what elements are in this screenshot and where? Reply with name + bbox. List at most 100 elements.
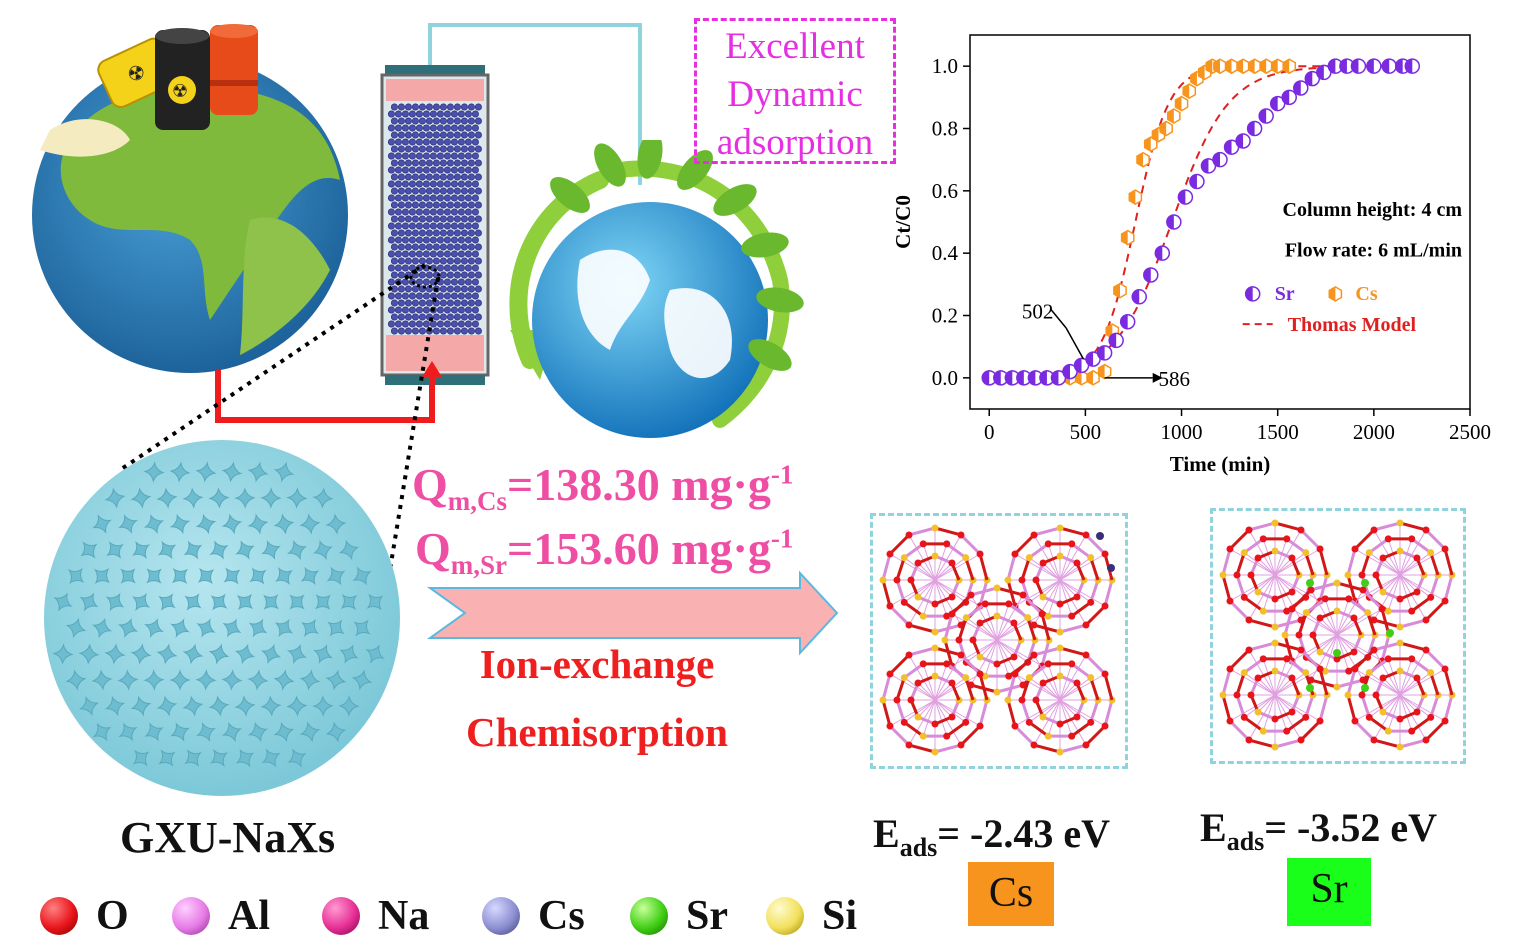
energy-subscript: ads: [899, 833, 938, 862]
y-tick-label: 0.2: [932, 304, 958, 328]
sr-data-point-fill: [1132, 289, 1140, 304]
energy-symbol: E: [1200, 805, 1227, 850]
strontium-ion: [1306, 579, 1314, 587]
sr-data-point-fill: [1316, 65, 1324, 80]
capacity-unit-exponent: -1: [770, 459, 794, 490]
y-tick-label: 0.6: [932, 179, 958, 203]
sr-data-point-fill: [1120, 314, 1128, 329]
breakthrough-586-label: 586: [1158, 367, 1190, 391]
clean-earth-illustration: [509, 140, 804, 438]
polluted-earth-illustration: ☢ ☢: [32, 24, 348, 373]
zeolite-cage: [1004, 644, 1116, 756]
sr-data-point-fill: [1395, 59, 1403, 74]
capacity-subscript: m,Cs: [447, 486, 508, 517]
y-tick-label: 1.0: [932, 54, 958, 78]
red-barrel-icon: [210, 24, 258, 115]
sr-data-point-fill: [1028, 370, 1036, 385]
annotation-arrow: [1065, 327, 1085, 360]
continent-shape: [60, 86, 340, 320]
strontium-ion: [1386, 629, 1394, 637]
cs-data-point-fill: [1086, 370, 1094, 385]
sr-data-point-fill: [1155, 246, 1163, 261]
cesium-atom-icon: [482, 897, 520, 935]
sr-tag: Sr: [1287, 858, 1371, 926]
breakthrough-502-label: 502: [1022, 300, 1054, 324]
sr-data-point-fill: [1086, 352, 1094, 367]
oxygen-atom-icon: [40, 897, 78, 935]
zeolite-cage: [879, 524, 991, 636]
cs-data-point-fill: [1136, 152, 1144, 167]
cs-data-point-fill: [1098, 364, 1105, 379]
cs-data-point-fill: [1106, 324, 1113, 339]
adsorbent-packing: [387, 103, 482, 335]
cs-data-point-fill: [1225, 59, 1232, 74]
sr-data-point-fill: [1270, 96, 1278, 111]
energy-subscript: ads: [1226, 827, 1265, 856]
cs-data-point-fill: [1190, 71, 1197, 86]
cs-data-point-fill: [1271, 59, 1278, 74]
cs-structure-panel: [870, 513, 1128, 769]
x-tick-label: 2500: [1449, 420, 1491, 444]
x-axis-label: Time (min): [1170, 452, 1271, 476]
cs-data-point-fill: [1283, 59, 1290, 74]
capacity-value: =138.30 mg·g: [507, 459, 771, 510]
zeolite-particle: [44, 440, 400, 796]
y-axis-label: Ct/C0: [891, 195, 915, 249]
cs-data-point-fill: [1260, 59, 1267, 74]
sr-data-point-fill: [1328, 59, 1336, 74]
capacity-unit-exponent: -1: [770, 523, 794, 554]
sr-data-point-fill: [1097, 345, 1105, 360]
energy-value: = -2.43 eV: [937, 811, 1111, 856]
continent-shape: [240, 217, 330, 355]
x-tick-label: 2000: [1353, 420, 1395, 444]
leaf-icon: [550, 140, 804, 371]
zeolite-cage: [1281, 579, 1393, 691]
earth-globe: [532, 202, 768, 438]
sr-data-point-fill: [1063, 364, 1070, 379]
sodium-atom-icon: [322, 897, 360, 935]
legend-sr-marker-fill: [1245, 286, 1253, 301]
sr-data-point-fill: [1247, 121, 1255, 136]
legend-sr-label: Sr: [1275, 283, 1295, 305]
column-height-annotation: Column height: 4 cm: [1283, 199, 1463, 221]
sr-data-point-fill: [1259, 109, 1267, 124]
cs-data-point-fill: [1248, 59, 1255, 74]
sr-data-point-fill: [1074, 358, 1082, 373]
cs-data-point-fill: [1236, 59, 1244, 74]
cs-data-point-fill: [1160, 121, 1167, 136]
sr-data-point-fill: [1143, 267, 1151, 282]
cs-zeolite-structure: [879, 524, 1116, 756]
zeolite-cage: [1219, 639, 1331, 751]
sr-data-point-fill: [1382, 59, 1390, 74]
cs-data-point-fill: [1144, 137, 1151, 152]
sr-data-point-fill: [1201, 158, 1209, 173]
cs-data-point-fill: [1121, 230, 1128, 245]
fixed-bed-column: [215, 23, 642, 423]
legend-item-cs: Cs: [482, 888, 585, 944]
sr-data-point-fill: [1351, 59, 1359, 74]
sr-data-point-fill: [1166, 215, 1174, 229]
plot-frame: [969, 34, 1471, 410]
x-tick-label: 0: [984, 420, 995, 444]
legend-thomas-label: Thomas Model: [1288, 314, 1417, 336]
cs-data-point-fill: [1206, 59, 1213, 74]
legend-item-al: Al: [172, 888, 270, 944]
sr-data-point-fill: [1224, 140, 1232, 155]
zoom-indicator-lines: [118, 263, 440, 601]
note-line: Excellent: [725, 26, 865, 67]
strontium-ion: [1361, 579, 1369, 587]
cs-data-point-fill: [1183, 84, 1190, 99]
sr-structure-panel: [1210, 508, 1466, 764]
legend-cs-label: Cs: [1355, 283, 1377, 305]
annotation-arrow-head: [1152, 372, 1163, 383]
zeolite-cage: [941, 584, 1053, 696]
legend-item-sr: Sr: [630, 888, 728, 944]
process-arrow-icon: [426, 570, 839, 656]
cs-data-point-fill: [1175, 96, 1182, 111]
cs-data-point-fill: [1113, 283, 1120, 298]
y-tick-label: 0.0: [932, 366, 958, 390]
legend-label: Al: [228, 893, 270, 939]
x-tick-label: 1000: [1161, 420, 1203, 444]
zeolite-cage: [879, 644, 991, 756]
adsorption-energy-sr: Eads= -3.52 eV: [1200, 804, 1437, 857]
